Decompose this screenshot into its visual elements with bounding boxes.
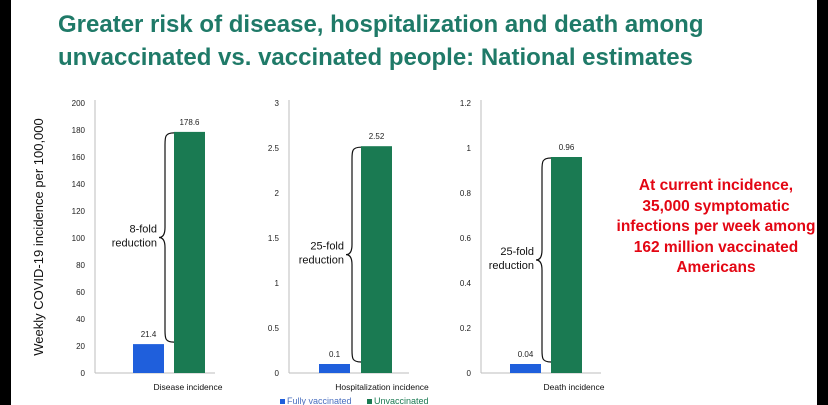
bar-unvaccinated-hospitalization [361,146,392,373]
y-tick-label-hospitalization: 2 [275,189,280,198]
y-tick-label-disease: 120 [72,207,86,216]
bar-fully-vaccinated-hospitalization [319,364,350,373]
y-tick-label-disease: 100 [72,234,86,243]
brace-disease [158,132,175,343]
slide: Greater risk of disease, hospitalization… [11,0,817,405]
y-tick-label-disease: 200 [72,99,86,108]
y-tick-label-disease: 180 [72,126,86,135]
value-label-unvaccinated-death: 0.96 [559,143,575,152]
value-label-unvaccinated-hospitalization: 2.52 [369,132,385,141]
y-tick-label-death: 0.2 [460,324,472,333]
y-tick-label-hospitalization: 0 [275,369,280,378]
value-label-fully-vaccinated-death: 0.04 [518,350,534,359]
legend-label-unvaccinated: Unvaccinated [374,396,429,405]
y-tick-label-hospitalization: 0.5 [268,324,280,333]
bar-unvaccinated-disease [174,131,205,373]
annotation-reduction-disease: reduction [112,238,157,250]
y-tick-label-disease: 0 [81,369,86,378]
y-tick-label-hospitalization: 3 [275,99,280,108]
category-label-disease: Disease incidence [154,382,223,392]
callout-text: At current incidence, 35,000 symptomatic… [616,177,816,276]
brace-hospitalization [345,146,362,363]
brace-death [535,157,552,363]
y-tick-label-hospitalization: 1.5 [268,234,280,243]
value-label-fully-vaccinated-hospitalization: 0.1 [329,350,341,359]
y-tick-label-disease: 60 [76,288,85,297]
annotation-fold-death: 25-fold [500,246,534,258]
annotation-fold-hospitalization: 25-fold [310,241,344,253]
value-label-fully-vaccinated-disease: 21.4 [141,330,157,339]
slide-title: Greater risk of disease, hospitalization… [58,11,704,71]
y-tick-label-disease: 140 [72,180,86,189]
annotation-reduction-hospitalization: reduction [299,255,344,267]
category-label-hospitalization: Hospitalization incidence [335,382,429,392]
bar-fully-vaccinated-disease [133,344,164,373]
annotation-reduction-death: reduction [489,260,534,272]
y-tick-label-death: 1 [467,144,472,153]
y-tick-label-death: 0 [467,369,472,378]
y-tick-label-death: 1.2 [460,99,472,108]
y-tick-label-death: 0.4 [460,279,472,288]
y-tick-label-disease: 80 [76,261,85,270]
y-tick-label-death: 0.8 [460,189,472,198]
y-tick-label-hospitalization: 2.5 [268,144,280,153]
y-tick-label-disease: 20 [76,342,85,351]
legend-swatch-unvaccinated [367,399,372,404]
bar-unvaccinated-death [551,157,582,373]
category-label-death: Death incidence [544,382,605,392]
incidence-chart: Weekly COVID-19 incidence per 100,000020… [31,99,605,405]
annotation-fold-disease: 8-fold [129,224,157,236]
legend-swatch-fully-vaccinated [280,399,285,404]
y-tick-label-hospitalization: 1 [275,279,280,288]
y-tick-label-disease: 160 [72,153,86,162]
y-tick-label-death: 0.6 [460,234,472,243]
y-tick-label-disease: 40 [76,315,85,324]
y-axis-title: Weekly COVID-19 incidence per 100,000 [31,118,46,356]
legend-label-fully-vaccinated: Fully vaccinated [287,396,352,405]
bar-fully-vaccinated-death [510,364,541,373]
value-label-unvaccinated-disease: 178.6 [179,118,200,127]
